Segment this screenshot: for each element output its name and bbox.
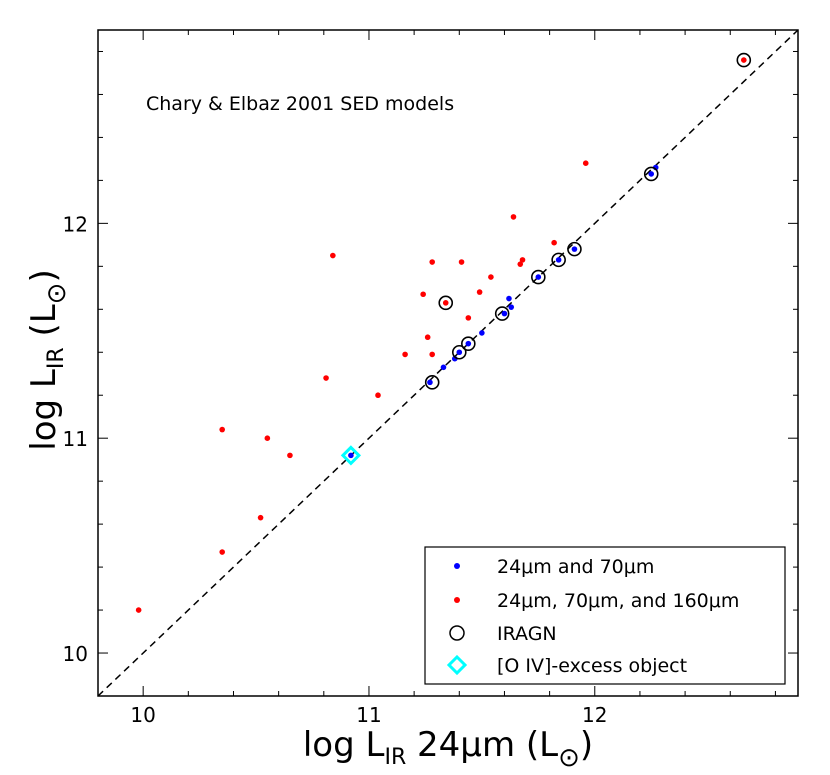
data-point-red: [219, 426, 225, 433]
x-tick-label: 10: [130, 703, 155, 727]
data-point-red: [219, 549, 225, 555]
data-point-red: [488, 274, 494, 280]
y-axis-title: log LIR (L⊙): [24, 269, 72, 450]
data-point-red: [551, 239, 557, 246]
data-point-blue: [506, 295, 512, 302]
iragn-circle: [451, 344, 467, 360]
data-point-red: [458, 259, 465, 265]
data-point-blue: [571, 246, 578, 252]
axis-ticks: 10 11 12 10 11 12: [63, 30, 798, 727]
y-tick-label: 10: [63, 642, 88, 666]
iragn-circle: [567, 241, 582, 257]
legend-label-24-70-160: 24μm, 70μm, and 160μm: [497, 590, 739, 612]
data-point-blue: [501, 310, 508, 317]
data-point-blue: [479, 330, 485, 336]
chart-marks: [97, 29, 799, 697]
plot-frame: [97, 29, 799, 697]
legend-marker-open-circle: [449, 625, 465, 641]
iragn-circle: [736, 52, 752, 68]
data-point-red: [257, 514, 264, 521]
x-axis-title: log LIR 24μm (L⊙): [303, 725, 593, 773]
legend-marker-red-dot: [454, 597, 460, 603]
data-point-red: [429, 351, 435, 358]
iragn-circle: [643, 166, 659, 182]
data-point-blue: [508, 304, 515, 310]
legend-marker-open-diamond: [446, 654, 468, 676]
data-point-blue: [348, 452, 354, 459]
data-point-red: [429, 259, 435, 265]
data-point-blue: [427, 379, 433, 386]
iragn-circle: [461, 336, 476, 351]
data-point-blue: [648, 171, 655, 177]
data-point-red: [375, 392, 381, 399]
data-point-blue: [465, 340, 472, 347]
x-tick-label: 12: [582, 703, 607, 727]
y-tick-label: 11: [63, 427, 88, 451]
legend-box: [424, 546, 786, 685]
iragn-circle: [424, 375, 440, 390]
data-point-red: [517, 261, 524, 267]
data-point-red: [424, 334, 431, 341]
data-point-red: [465, 315, 472, 321]
data-point-red: [582, 160, 589, 166]
data-point-red: [323, 375, 329, 381]
legend-label-oiv-excess: [O IV]-excess object: [497, 655, 687, 677]
data-point-red: [402, 351, 408, 358]
oiv-excess-diamond: [340, 445, 362, 466]
chart-annotation: Chary & Elbaz 2001 SED models: [146, 93, 454, 115]
data-point-red: [476, 289, 483, 295]
legend-label-24-70: 24μm and 70μm: [497, 556, 654, 578]
data-point-blue: [535, 274, 542, 280]
data-point-red: [420, 291, 426, 298]
iragn-circle: [531, 269, 546, 285]
legend-label-iragn: IRAGN: [497, 623, 557, 645]
iragn-circle: [494, 306, 510, 321]
one-to-one-line: [97, 29, 799, 697]
data-point-red: [135, 607, 142, 613]
data-point-blue: [440, 364, 447, 371]
data-point-blue: [555, 257, 562, 263]
iragn-circle: [551, 252, 566, 268]
x-tick-label: 11: [356, 703, 381, 727]
data-point-red: [519, 257, 526, 263]
iragn-circle: [438, 295, 454, 311]
data-point-red: [510, 214, 517, 220]
data-point-red: [741, 57, 747, 63]
data-point-red: [442, 300, 449, 306]
y-tick-label: 12: [63, 212, 88, 236]
data-point-red: [264, 435, 271, 441]
data-point-red: [330, 252, 336, 259]
data-point-red: [287, 452, 293, 459]
legend-marker-blue-dot: [454, 563, 460, 569]
legend: 24μm and 70μm 24μm, 70μm, and 160μm IRAG…: [424, 546, 786, 685]
data-point-blue: [456, 349, 463, 356]
